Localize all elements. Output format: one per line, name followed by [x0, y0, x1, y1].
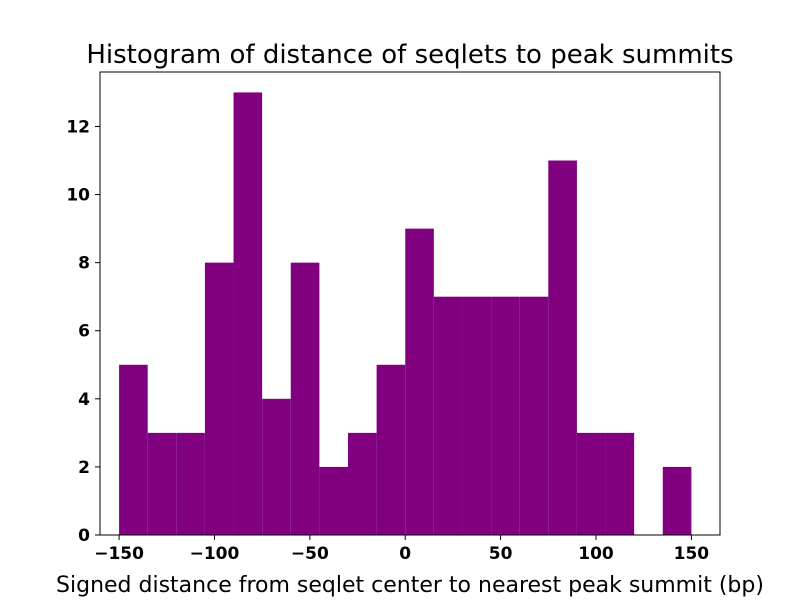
histogram-bar	[376, 364, 406, 535]
histogram-bar	[147, 432, 177, 535]
histogram-bar	[662, 466, 692, 535]
histogram-bar	[462, 296, 492, 535]
histogram-bar	[576, 432, 606, 535]
plot-frame	[99, 71, 721, 536]
y-tick-label: 10	[66, 186, 90, 206]
histogram-bar	[204, 262, 234, 535]
y-tick-label: 0	[78, 526, 90, 546]
chart-title: Histogram of distance of seqlets to peak…	[86, 40, 733, 70]
y-tick-label: 12	[66, 117, 90, 137]
y-axis-ticks: 0 2 4 6 8 10 12	[66, 117, 100, 546]
histogram-bar	[119, 364, 148, 535]
histogram-bar	[233, 92, 263, 536]
y-tick-label: 4	[78, 390, 90, 410]
x-tick-label: 150	[674, 544, 710, 564]
y-tick-label: 2	[78, 458, 90, 478]
histogram-bar	[262, 398, 291, 535]
x-tick-label: −100	[190, 544, 240, 564]
x-axis-label: Signed distance from seqlet center to ne…	[56, 573, 764, 598]
x-tick-label: 100	[578, 544, 614, 564]
x-tick-label: 50	[489, 544, 513, 564]
histogram-bar	[290, 262, 320, 535]
bars-group	[119, 92, 692, 536]
y-tick-label: 8	[78, 254, 90, 274]
histogram-bar	[548, 160, 577, 535]
histogram-bar	[176, 432, 205, 535]
histogram-bar	[605, 432, 635, 535]
histogram-bar	[433, 296, 463, 535]
x-tick-label: −50	[291, 544, 329, 564]
histogram-bar	[348, 432, 377, 535]
histogram-bar	[519, 296, 549, 535]
x-axis-ticks: −150 −100 −50 0 50 100 150	[94, 535, 709, 564]
histogram-bar	[319, 466, 348, 535]
x-tick-label: −150	[94, 544, 144, 564]
histogram-bar	[491, 296, 520, 535]
x-tick-label: 0	[399, 544, 411, 564]
histogram-bar	[405, 228, 434, 535]
y-tick-label: 6	[78, 322, 90, 342]
